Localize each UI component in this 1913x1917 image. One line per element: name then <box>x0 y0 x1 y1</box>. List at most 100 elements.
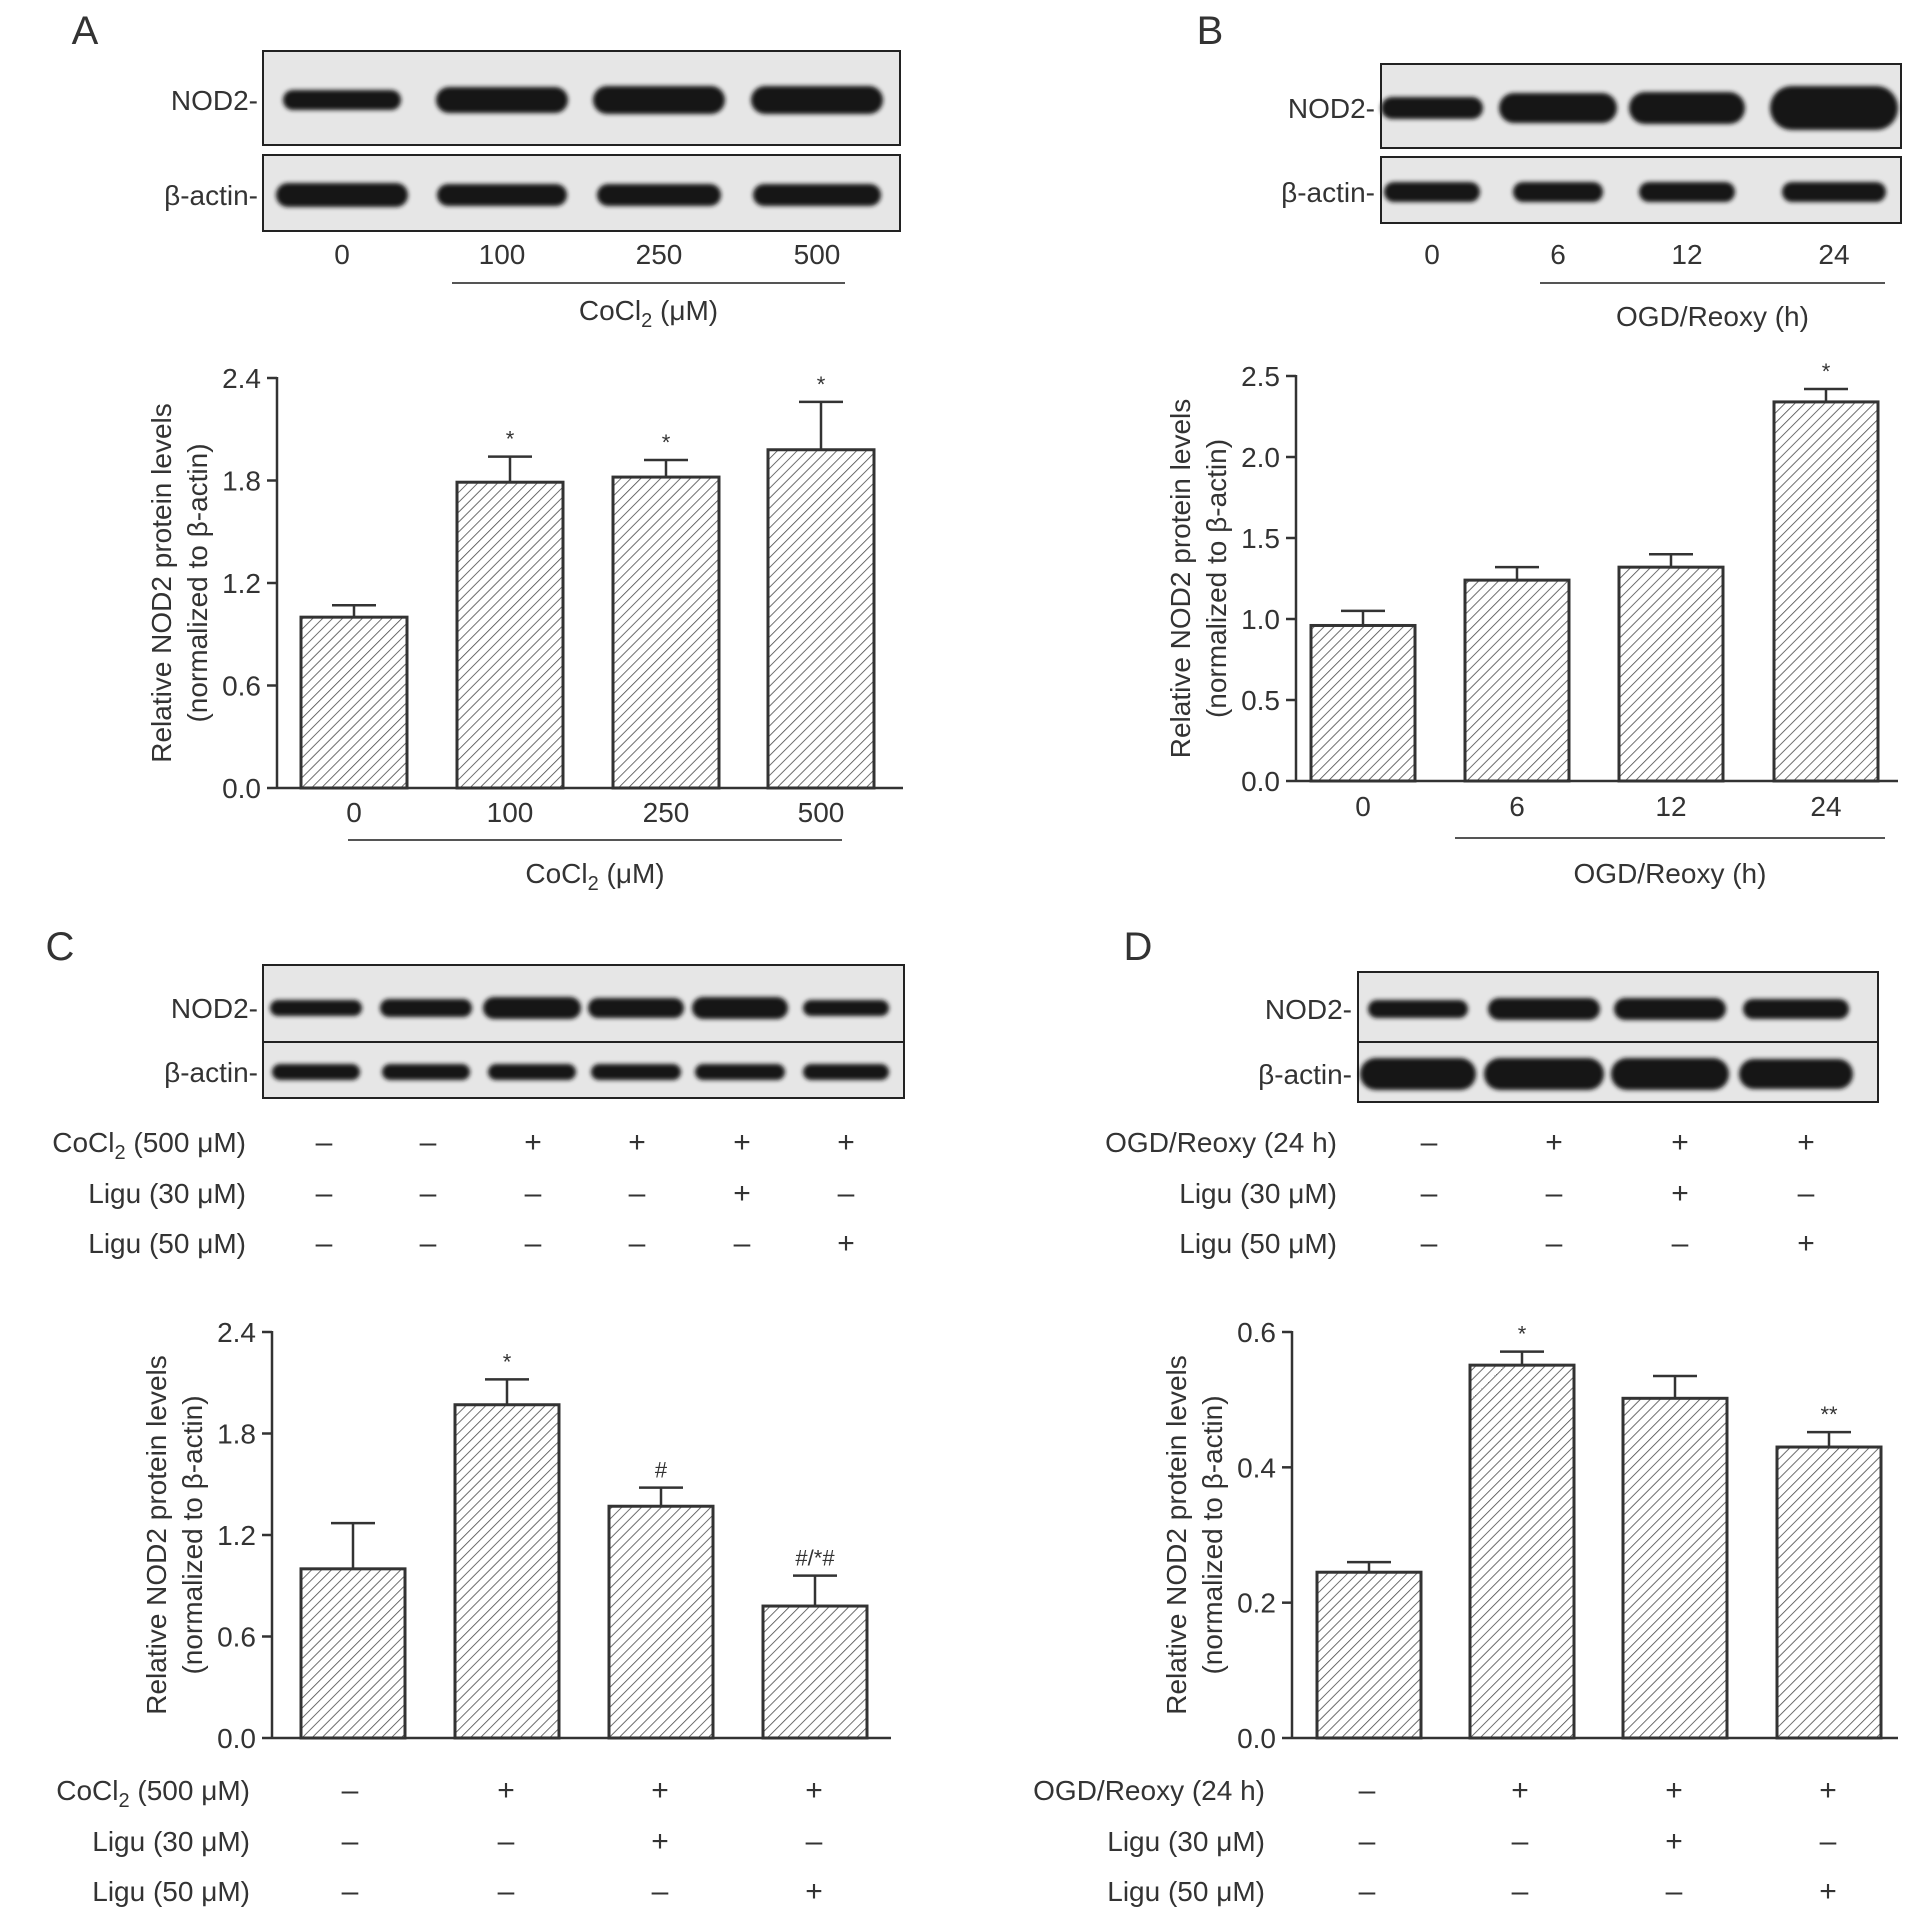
blot-condition-mark: – <box>420 1227 437 1260</box>
y-tick-label: 1.5 <box>1241 523 1280 554</box>
blot-band <box>276 183 408 207</box>
bar <box>1468 1363 1576 1740</box>
blot-condition-mark: – <box>1546 1177 1563 1210</box>
y-tick-label: 0.4 <box>1237 1452 1276 1483</box>
blot-band <box>1782 182 1886 202</box>
bar <box>1621 1396 1729 1740</box>
blot-condition-mark: – <box>1798 1177 1815 1210</box>
bar <box>299 615 409 790</box>
bar-condition-mark: – <box>806 1825 823 1858</box>
bar-condition-mark: + <box>805 1875 823 1908</box>
blot-band <box>695 1064 785 1080</box>
blot-band <box>692 997 788 1019</box>
blot-band <box>1639 182 1735 202</box>
blot-band <box>1739 1059 1853 1089</box>
bar-chart: 0.0 0.5 1.0 1.5 2.0 2.5 Relative NOD2 protein … <box>1165 359 1898 889</box>
bar-group <box>299 1521 407 1740</box>
blot-condition-mark: – <box>629 1227 646 1260</box>
blot-condition-mark: – <box>1421 1227 1438 1260</box>
significance-mark: * <box>506 427 515 452</box>
bar-condition-mark: – <box>1512 1825 1529 1858</box>
y-axis-title: Relative NOD2 protein levels <box>1165 399 1196 759</box>
blot-label: β-actin- <box>1258 1059 1352 1090</box>
blot-group-label: CoCl2 (μM) <box>579 295 718 332</box>
y-tick-label: 0.6 <box>217 1622 256 1653</box>
bar <box>1772 400 1880 783</box>
blot-band <box>1629 92 1745 124</box>
y-tick-label: 0.5 <box>1241 685 1280 716</box>
blot-condition-mark: – <box>316 1126 333 1159</box>
y-tick-label: 2.5 <box>1241 361 1280 392</box>
bar-condition-mark: + <box>1819 1774 1837 1807</box>
blot-lane-label: 12 <box>1671 239 1702 270</box>
blot-band <box>1488 998 1600 1020</box>
blot-band <box>803 1064 889 1080</box>
y-tick-label: 0.6 <box>1237 1317 1276 1348</box>
bar-condition-label: Ligu (50 μM) <box>92 1876 250 1907</box>
bar-group: * <box>1772 359 1880 783</box>
blot-band <box>1381 97 1483 119</box>
panel-d: D NOD2- β-actin- OGD/Reoxy (24 h) – + + + Ligu (… <box>1033 925 1898 1908</box>
blot-row-actin: β-actin- <box>164 1041 905 1099</box>
blot-condition-mark: – <box>420 1177 437 1210</box>
blot-condition-mark: – <box>838 1177 855 1210</box>
x-tick-label: 250 <box>643 797 690 828</box>
x-group-label: OGD/Reoxy (h) <box>1574 858 1767 889</box>
y-tick-label: 0.6 <box>222 671 261 702</box>
bar-condition-mark: – <box>498 1875 515 1908</box>
bar-condition-mark: – <box>498 1825 515 1858</box>
bar-chart: 0.0 0.6 1.2 1.8 2.4 Relative NOD2 protein lev… <box>146 363 903 895</box>
blot-condition-mark: – <box>734 1227 751 1260</box>
blot-condition-mark: – <box>629 1177 646 1210</box>
blot-row-nod2: NOD2- <box>1265 971 1879 1043</box>
blot-row-nod2: NOD2- <box>1288 63 1902 149</box>
bar-group <box>1621 1374 1729 1740</box>
blot-band <box>437 184 567 206</box>
blot-condition-mark: + <box>733 1126 751 1159</box>
blot-row-actin: β-actin- <box>1281 156 1902 224</box>
y-axis-subtitle: (normalized to β-actin) <box>1197 1395 1228 1674</box>
bar-group: #/*# <box>761 1546 869 1740</box>
bar <box>1309 623 1417 783</box>
blot-condition-mark: + <box>837 1126 855 1159</box>
y-tick-label: 0.2 <box>1237 1588 1276 1619</box>
bar-condition-mark: + <box>1511 1774 1529 1807</box>
x-tick-label: 24 <box>1810 791 1841 822</box>
blot-group-label: OGD/Reoxy (h) <box>1616 301 1809 332</box>
bar <box>1463 578 1571 783</box>
blot-band <box>597 184 721 206</box>
x-tick-label: 6 <box>1509 791 1525 822</box>
blot-band <box>591 1064 681 1080</box>
blot-condition-label: CoCl2 (500 μM) <box>52 1127 246 1164</box>
bar-condition-label: Ligu (50 μM) <box>1107 1876 1265 1907</box>
blot-label: β-actin- <box>164 180 258 211</box>
bar <box>766 448 876 790</box>
x-tick-label: 500 <box>798 797 845 828</box>
blot-row-nod2: NOD2- <box>171 50 901 146</box>
blot-row-actin: β-actin- <box>164 154 901 232</box>
blot-band <box>382 1064 470 1080</box>
blot-frame <box>262 1041 905 1099</box>
y-axis-subtitle: (normalized to β-actin) <box>177 1395 208 1674</box>
bar-chart: 0.0 0.6 1.2 1.8 2.4 Relative NOD2 protein lev… <box>141 1317 891 1754</box>
bar-group: * <box>1468 1322 1576 1740</box>
blot-band <box>588 998 684 1018</box>
y-tick-label: 0.0 <box>1241 766 1280 797</box>
bar <box>455 480 565 790</box>
bar <box>1617 565 1725 783</box>
bar-group: # <box>607 1458 715 1740</box>
bar <box>453 1403 561 1740</box>
y-axis-title: Relative NOD2 protein levels <box>141 1355 172 1715</box>
bar-condition-label: OGD/Reoxy (24 h) <box>1033 1775 1265 1806</box>
blot-label: β-actin- <box>1281 177 1375 208</box>
blot-lane-label: 24 <box>1818 239 1849 270</box>
blot-condition-mark: – <box>1421 1126 1438 1159</box>
significance-mark: * <box>817 372 826 397</box>
y-tick-label: 2.0 <box>1241 442 1280 473</box>
blot-condition-mark: – <box>1546 1227 1563 1260</box>
bar-condition-mark: – <box>652 1875 669 1908</box>
significance-mark: #/*# <box>795 1546 835 1571</box>
blot-lane-label: 0 <box>1424 239 1440 270</box>
blot-lane-label: 250 <box>636 239 683 270</box>
bar-condition-mark: + <box>1819 1875 1837 1908</box>
